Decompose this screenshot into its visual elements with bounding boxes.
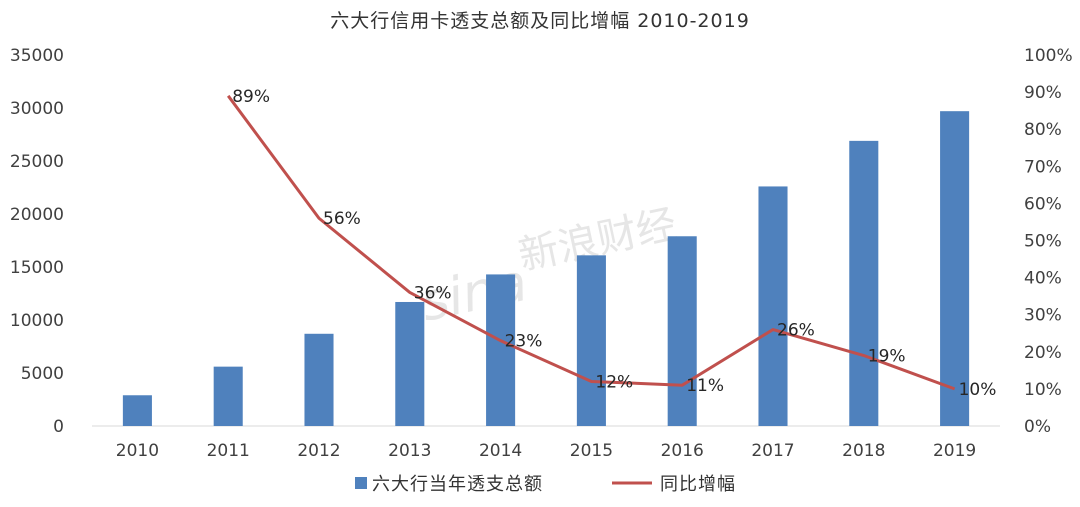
bar (667, 236, 697, 426)
y-right-tick-label: 70% (1024, 157, 1062, 177)
y-right-tick-label: 20% (1024, 343, 1062, 363)
y-left-tick-label: 10000 (10, 311, 64, 331)
y-left-tick-label: 15000 (10, 258, 64, 278)
legend-label-line: 同比增幅 (660, 474, 736, 495)
line-data-label: 56% (323, 209, 361, 229)
line-series (226, 94, 956, 391)
bar (940, 111, 970, 427)
y-right-tick-label: 60% (1024, 194, 1062, 214)
x-tick-label: 2010 (116, 441, 159, 461)
x-tick-label: 2011 (207, 441, 250, 461)
x-tick-label: 2012 (297, 441, 340, 461)
x-tick-label: 2013 (388, 441, 431, 461)
bar (304, 333, 334, 426)
bar (849, 140, 879, 427)
line-data-label: 10% (959, 380, 997, 400)
x-tick-label: 2016 (661, 441, 704, 461)
line-data-label: 23% (505, 332, 543, 352)
chart-title: 六大行信用卡透支总额及同比增幅 2010-2019 (330, 10, 750, 32)
y-right-tick-label: 30% (1024, 306, 1062, 326)
line-data-label: 36% (414, 283, 452, 303)
line-data-label: 26% (777, 321, 815, 341)
y-right-tick-label: 100% (1024, 46, 1073, 66)
bar-series (122, 111, 970, 427)
growth-line (226, 94, 956, 391)
legend: 六大行当年透支总额 同比增幅 (355, 474, 736, 495)
y-right-tick-label: 50% (1024, 232, 1062, 252)
x-tick-label: 2018 (842, 441, 885, 461)
line-data-label: 11% (686, 376, 724, 396)
line-data-label: 19% (868, 347, 906, 367)
line-data-label: 89% (232, 87, 270, 107)
y-right-tick-label: 40% (1024, 269, 1062, 289)
axes: 0 5000 10000 15000 20000 25000 30000 35000 0% 10%… (10, 46, 1073, 461)
legend-swatch-bar (355, 477, 367, 489)
data-labels: 89% 56% 36% 23% 12% 11% 26% 19% 10% (232, 87, 996, 400)
line-data-label: 12% (595, 372, 633, 392)
legend-label-bar: 六大行当年透支总额 (372, 474, 543, 495)
y-left-tick-label: 35000 (10, 46, 64, 66)
bar (122, 395, 152, 426)
x-tick-label: 2015 (570, 441, 613, 461)
x-tick-label: 2019 (933, 441, 976, 461)
bar (576, 255, 606, 426)
y-right-tick-label: 90% (1024, 83, 1062, 103)
bar (213, 366, 243, 426)
y-left-tick-label: 20000 (10, 205, 64, 225)
bar (758, 186, 788, 426)
y-left-tick-label: 25000 (10, 152, 64, 172)
bar (486, 274, 516, 426)
y-right-tick-label: 0% (1024, 417, 1051, 437)
y-left-tick-label: 0 (53, 417, 64, 437)
y-left-tick-label: 5000 (21, 364, 64, 384)
y-right-tick-label: 10% (1024, 380, 1062, 400)
y-left-tick-label: 30000 (10, 99, 64, 119)
y-right-tick-label: 80% (1024, 120, 1062, 140)
bar (395, 301, 425, 426)
x-tick-label: 2017 (751, 441, 794, 461)
x-tick-label: 2014 (479, 441, 522, 461)
